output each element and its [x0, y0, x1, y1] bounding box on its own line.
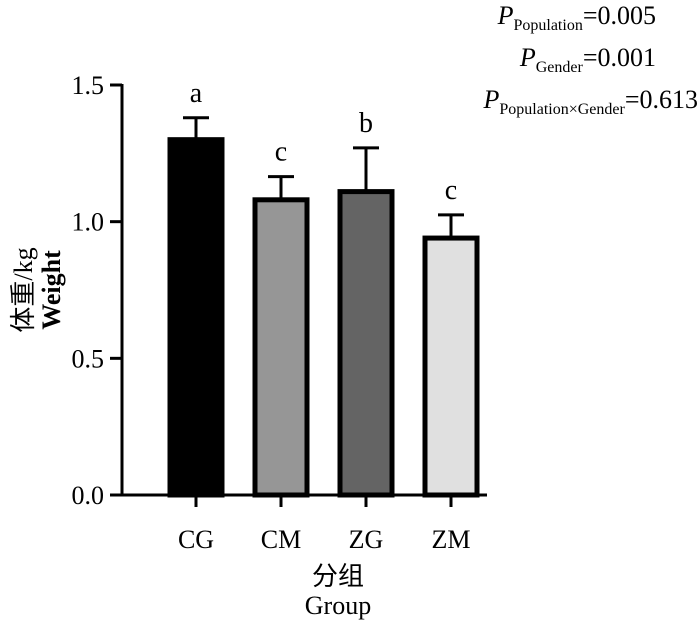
plot-area: a CG c CM b ZG c ZM 0.0 0.5 1.0 1.5 — [72, 71, 487, 554]
significance-label-cm: c — [275, 137, 287, 168]
y-tick-label-0: 0.0 — [72, 481, 105, 510]
y-tick-label-2: 1.0 — [72, 208, 105, 237]
x-axis-label-en: Group — [305, 591, 371, 620]
stats-annotation: PPopulation=0.005 PGender=0.001 PPopulat… — [482, 1, 698, 118]
significance-label-cg: a — [190, 78, 203, 109]
x-axis-label-cn: 分组 — [312, 562, 364, 591]
x-tick-label-zg: ZG — [349, 525, 384, 554]
y-axis-label-en: Weight — [37, 250, 66, 330]
x-tick-label-zm: ZM — [432, 525, 471, 554]
stat-interaction: PPopulation×Gender=0.613 — [482, 85, 698, 118]
significance-label-zg: b — [359, 108, 373, 139]
stat-population: PPopulation=0.005 — [497, 1, 656, 34]
bar-cm — [252, 197, 310, 498]
bar-zg — [337, 189, 395, 498]
x-tick-label-cm: CM — [261, 525, 301, 554]
significance-label-zm: c — [445, 175, 457, 206]
stat-gender: PGender=0.001 — [519, 43, 656, 76]
y-axis-label-cn: 体重/kg — [9, 247, 38, 332]
y-tick-label-3: 1.5 — [72, 71, 105, 100]
y-axis-label: 体重/kg Weight — [9, 247, 66, 332]
y-tick-label-1: 0.5 — [72, 344, 105, 373]
bar-zm — [422, 235, 480, 498]
x-tick-label-cg: CG — [178, 525, 214, 554]
bar-cg — [167, 137, 225, 498]
